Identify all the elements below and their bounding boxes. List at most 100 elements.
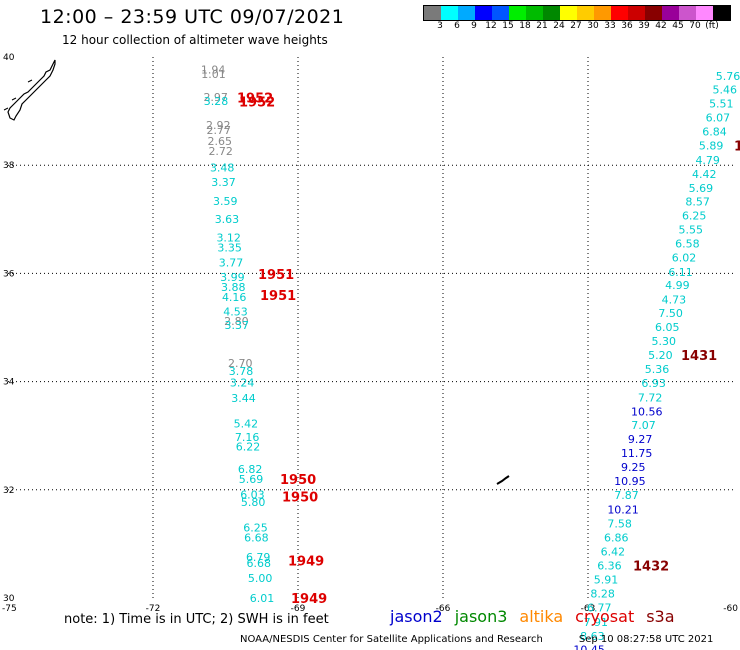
wave-height-value: 5.46 [712,83,737,96]
color-swatch [424,6,441,20]
color-swatch [713,6,730,20]
wave-height-value: 6.42 [601,545,626,558]
lon-tick-label: -72 [146,604,161,614]
footer-note: note: 1) Time is in UTC; 2) SWH is in fe… [64,612,329,627]
lat-tick-label: 34 [3,378,15,388]
wave-height-value: 5.30 [652,335,677,348]
wave-height-value: 6.77 [587,602,612,615]
wave-height-value: 6.58 [675,238,700,251]
lat-tick-label: 38 [3,161,15,171]
wave-height-value: 6.22 [236,441,261,454]
color-scale-label: 27 [570,21,582,31]
wave-height-value: 10.56 [631,405,663,418]
color-swatch [441,6,458,20]
footer-credit: NOAA/NESDIS Center for Satellite Applica… [240,634,713,645]
credit-timestamp: Sep 10 08:27:58 UTC 2021 [578,634,714,645]
wave-height-value: 9.25 [621,461,646,474]
wave-height-value: 6.93 [641,377,666,390]
color-swatch [628,6,645,20]
east-track-values: 5.765.46 5.516.076.845.894.794.425.698.57… [573,70,740,650]
wave-height-value: 3.77 [219,257,244,270]
wave-height-value: 3.37 [225,319,250,332]
color-scale-bar [423,5,731,21]
wave-height-value: 7.87 [614,489,639,502]
east-track-times: 1143114321433 [633,140,740,575]
wave-height-value: 4.99 [665,279,690,292]
map-title: 12:00 – 23:59 UTC 09/07/2021 [40,6,345,28]
color-scale-label: 15 [502,21,514,31]
coastline-east-us [7,59,56,121]
color-swatch [475,6,492,20]
wave-height-value: 6.68 [244,531,269,544]
wave-height-value: 1.94 [201,63,226,76]
satellite-legend-item: jason2 [390,607,443,626]
color-swatch [611,6,628,20]
wave-height-value: 5.91 [594,574,619,587]
wave-height-value: 4.42 [692,168,717,181]
color-swatch [696,6,713,20]
pass-time-label: 1951 [258,268,294,283]
wave-height-value: 5.42 [234,417,259,430]
pass-time-label: 1950 [280,473,316,488]
lat-lon-grid [8,57,733,598]
wave-height-value: 5.76 [716,70,740,83]
wave-height-value: 9.27 [628,433,653,446]
wave-height-value: 6.02 [672,252,697,265]
color-scale-label: 12 [485,21,497,31]
color-scale-label: 24 [553,21,565,31]
color-scale-label: 42 [655,21,667,31]
pass-time-label: 1949 [291,592,327,607]
satellite-legend: jason2 jason3 altika cryosat s3a [390,607,687,626]
wave-height-value: 2.92 [206,119,231,132]
coastline [3,59,510,485]
lon-tick-label: -60 [723,604,738,614]
wave-height-value: 3.99 [220,271,245,284]
color-swatch [577,6,594,20]
wave-height-value: 6.03 [240,489,265,502]
color-scale-label: 9 [471,21,477,31]
wave-height-value: 8.63 [580,630,605,643]
wave-height-value: 6.86 [604,531,629,544]
color-swatch [662,6,679,20]
wave-height-value: 3.12 [216,232,241,245]
wave-height-value: 3.78 [229,365,254,378]
color-scale-label: 30 [587,21,599,31]
wave-height-value: 8.57 [685,195,710,208]
wave-height-value: 6.25 [682,210,707,223]
coastline-detail [3,79,33,111]
lon-tick-label: -63 [581,604,596,614]
color-swatch [645,6,662,20]
color-scale-label: 33 [604,21,616,31]
wave-height-value: 5.00 [248,572,273,585]
lat-tick-label: 32 [3,486,14,496]
wave-height-value: 2.70 [228,357,253,370]
wave-height-value: 5.55 [679,224,704,237]
color-scale-label: 45 [672,21,684,31]
wave-height-value: 7.50 [658,307,683,320]
lon-tick-label: -75 [2,604,17,614]
axis-labels: -75 -72 -69 -66 -63 -60 40 38 36 34 32 30 [2,53,738,614]
wave-height-value: 5.51 [709,98,734,111]
wave-height-value: 6.07 [706,112,731,125]
wave-height-value: 6.82 [238,463,263,476]
west-track-values: 1.941.01 2.973.28 2.922.772.652.72 3.48 3.37… [201,63,274,605]
wave-height-value: 10.45 [573,643,605,650]
wave-height-value: 6.84 [702,126,727,139]
pass-time-label: 1949 [288,555,324,570]
credit-text: NOAA/NESDIS Center for Satellite Applica… [240,634,543,645]
wave-height-value: 3.37 [211,176,236,189]
wave-height-value: 6.11 [668,266,693,279]
wave-height-value: 11.75 [621,447,653,460]
wave-height-value: 5.80 [241,496,266,509]
wave-height-value: 8.28 [590,588,615,601]
color-swatch [679,6,696,20]
wave-height-value: 6.79 [246,551,271,564]
pass-time-label: 1432 [633,560,669,575]
pass-time-label: 1952 [239,95,275,110]
wave-height-value: 7.07 [631,419,656,432]
wave-height-value: 7.91 [584,616,609,629]
lat-tick-label: 30 [3,594,15,604]
color-swatch [543,6,560,20]
